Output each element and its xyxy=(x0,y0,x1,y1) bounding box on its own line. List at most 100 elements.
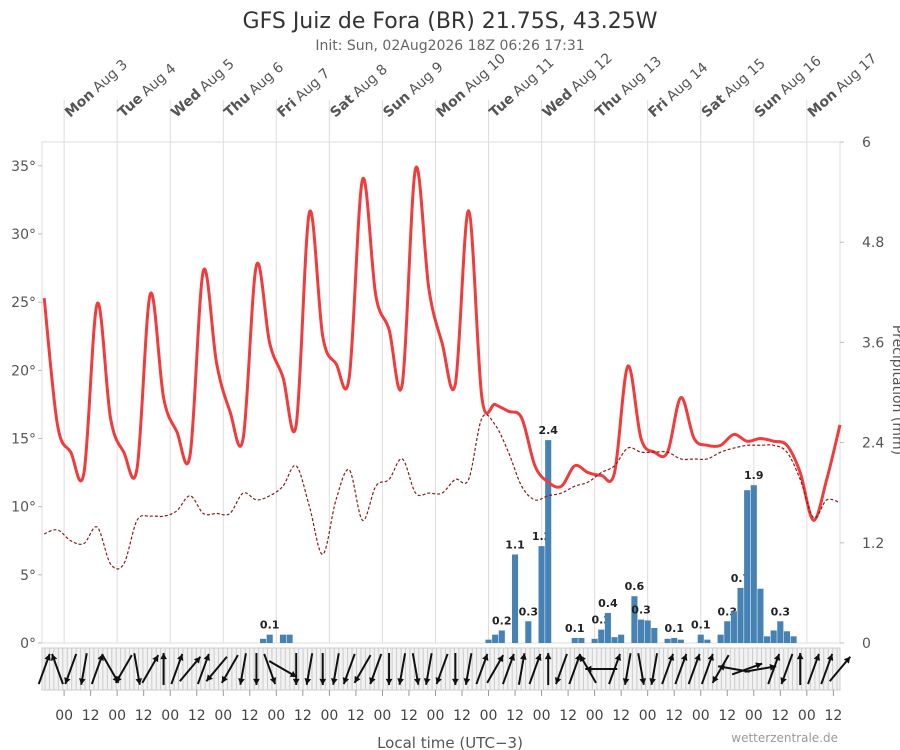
x-tick-label: 00 xyxy=(214,708,232,724)
wind-arrow-head xyxy=(639,678,647,685)
x-tick-label: 12 xyxy=(559,708,577,724)
precip-bar xyxy=(279,634,286,643)
precip-bar xyxy=(591,638,598,643)
wind-arrow-head xyxy=(304,678,312,685)
wind-arrow-head xyxy=(755,662,763,669)
wind-arrow xyxy=(160,653,167,685)
wind-arrow-head xyxy=(535,653,542,661)
precip-bar xyxy=(492,634,499,643)
credit: wetterzentrale.de xyxy=(731,731,838,745)
wind-arrow-head xyxy=(253,678,260,685)
wind-arrow xyxy=(50,653,64,685)
wind-arrow xyxy=(353,654,372,684)
y-tick-label: 10° xyxy=(11,500,36,516)
precip-bar xyxy=(677,639,684,643)
precip-bar xyxy=(770,630,777,643)
wind-arrow-head xyxy=(796,653,804,660)
wind-arrow-head xyxy=(508,653,515,661)
wind-arrow-head xyxy=(649,678,656,685)
wind-arrow xyxy=(711,654,730,684)
wind-arrow-head xyxy=(397,678,404,685)
x-tick-label: 00 xyxy=(108,708,126,724)
wind-arrow-head xyxy=(319,678,327,685)
y2-tick-label: 0 xyxy=(862,636,871,652)
wind-arrow xyxy=(475,653,489,685)
precip-bar xyxy=(750,485,757,643)
precip-label: 0.3 xyxy=(519,605,539,618)
y-tick-label: 35° xyxy=(11,159,36,175)
x-tick-label: 12 xyxy=(188,708,206,724)
precip-label: 0.1 xyxy=(691,619,711,632)
x-tick-label: 00 xyxy=(427,708,445,724)
y2-tick-label: 1.2 xyxy=(862,536,884,552)
plot-area xyxy=(41,141,841,644)
x-tick-label: 12 xyxy=(135,708,153,724)
precip-label: 0.3 xyxy=(631,604,651,617)
chart-subtitle: Init: Sun, 02Aug2026 18Z 06:26 17:31 xyxy=(315,38,584,54)
precip-bar xyxy=(598,629,605,643)
wind-arrow-head xyxy=(580,655,586,663)
wind-arrow xyxy=(649,653,659,685)
wind-arrow xyxy=(114,654,133,684)
x-tick-label: 00 xyxy=(267,708,285,724)
wind-arrow-head xyxy=(585,665,592,673)
precip-bar xyxy=(525,621,532,643)
x-tick-label: 12 xyxy=(506,708,524,724)
precip-label: 0.3 xyxy=(771,605,791,618)
precip-bar xyxy=(618,634,625,643)
x-tick-label: 00 xyxy=(798,708,816,724)
wind-arrow-head xyxy=(694,653,701,661)
x-tick-label: 12 xyxy=(612,708,630,724)
precip-bar xyxy=(571,637,578,643)
precip-bar xyxy=(545,440,552,643)
wind-arrow xyxy=(807,653,820,685)
x-tick-label: 00 xyxy=(692,708,710,724)
wind-arrow-head xyxy=(718,663,725,671)
x-tick-label: 12 xyxy=(294,708,312,724)
wind-arrow-head xyxy=(269,677,277,685)
wind-arrow-head xyxy=(206,674,213,682)
y-tick-label: 15° xyxy=(11,432,36,448)
wind-arrow-head xyxy=(497,655,504,663)
wind-arrow xyxy=(304,653,314,685)
wind-arrow xyxy=(397,653,407,685)
wind-arrow-head xyxy=(238,678,245,685)
wind-arrow xyxy=(423,653,433,685)
wind-arrow xyxy=(528,653,542,685)
precip-bar xyxy=(664,638,671,643)
wind-arrow-head xyxy=(289,671,297,677)
precip-label: 0.2 xyxy=(492,614,512,627)
x-tick-label: 00 xyxy=(480,708,498,724)
x-tick-label: 12 xyxy=(453,708,471,724)
precip-bar xyxy=(704,639,711,643)
precip-label: 0.1 xyxy=(664,622,684,635)
wind-arrow xyxy=(253,653,260,685)
precip-bar xyxy=(671,637,678,643)
wind-arrow xyxy=(502,653,515,685)
wind-arrow-head xyxy=(342,677,350,685)
wind-arrow-head xyxy=(369,677,376,685)
y-tick-label: 25° xyxy=(11,295,36,311)
wind-arrow xyxy=(268,660,298,678)
wind-arrow xyxy=(731,662,763,676)
wind-arrow-head xyxy=(385,678,393,685)
chart-title: GFS Juiz de Fora (BR) 21.75S, 43.25W xyxy=(243,9,658,34)
wind-arrow xyxy=(37,653,51,685)
wind-arrow-head xyxy=(330,678,338,685)
precip-bar xyxy=(485,639,492,643)
wind-arrow-head xyxy=(826,653,834,661)
precip-bar xyxy=(498,630,505,643)
x-tick-label: 00 xyxy=(55,708,73,724)
precip-bar xyxy=(744,490,751,643)
precip-bar xyxy=(757,588,764,643)
x-tick-label: 12 xyxy=(82,708,100,724)
wind-arrow xyxy=(64,653,78,685)
wind-arrow-head xyxy=(423,678,431,685)
wind-arrow xyxy=(828,656,852,682)
y-tick-label: 20° xyxy=(11,363,36,379)
wind-arrow xyxy=(196,653,210,685)
wind-arrow-head xyxy=(614,653,622,661)
wind-arrow-head xyxy=(135,678,143,685)
precip-bar xyxy=(737,587,744,643)
